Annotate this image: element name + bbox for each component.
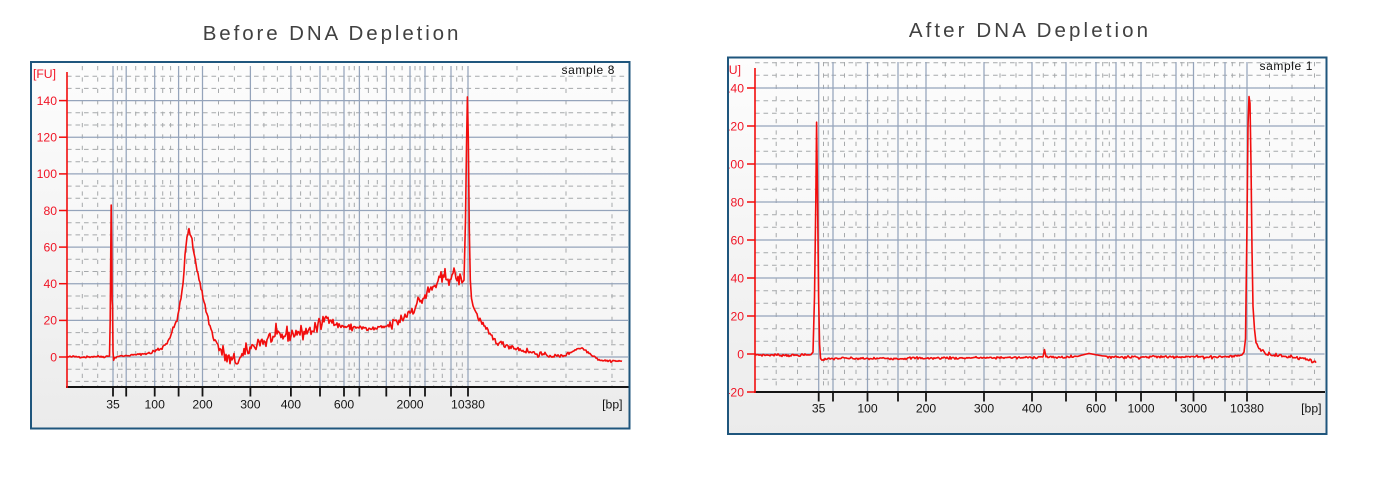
- svg-text:[FU]: [FU]: [33, 67, 56, 81]
- svg-text:20: 20: [730, 309, 744, 323]
- svg-text:600: 600: [334, 398, 355, 412]
- svg-text:0: 0: [50, 350, 57, 364]
- svg-text:100: 100: [724, 157, 745, 171]
- svg-text:sample 1: sample 1: [1260, 59, 1314, 73]
- svg-text:80: 80: [43, 204, 57, 218]
- svg-text:140: 140: [724, 81, 745, 95]
- svg-text:10380: 10380: [451, 398, 485, 412]
- svg-text:3000: 3000: [1180, 402, 1207, 416]
- svg-text:[FU]: [FU]: [718, 63, 741, 77]
- svg-text:Before DNA Depletion: Before DNA Depletion: [203, 22, 462, 45]
- svg-text:35: 35: [106, 398, 120, 412]
- svg-text:0: 0: [737, 347, 744, 361]
- svg-text:100: 100: [37, 167, 58, 181]
- svg-text:80: 80: [730, 195, 744, 209]
- svg-text:60: 60: [43, 240, 57, 254]
- svg-text:400: 400: [281, 398, 302, 412]
- svg-text:sample 8: sample 8: [562, 63, 616, 77]
- svg-text:60: 60: [730, 233, 744, 247]
- svg-text:-20: -20: [726, 385, 744, 399]
- svg-text:40: 40: [730, 271, 744, 285]
- svg-text:1000: 1000: [1127, 402, 1154, 416]
- svg-text:140: 140: [37, 94, 58, 108]
- svg-text:40: 40: [43, 277, 57, 291]
- svg-text:200: 200: [916, 402, 937, 416]
- svg-text:After DNA Depletion: After DNA Depletion: [909, 19, 1151, 42]
- svg-text:20: 20: [43, 314, 57, 328]
- svg-text:10380: 10380: [1230, 402, 1264, 416]
- svg-text:[bp]: [bp]: [1301, 402, 1321, 416]
- svg-text:300: 300: [240, 398, 261, 412]
- svg-text:100: 100: [145, 398, 166, 412]
- svg-text:35: 35: [812, 402, 826, 416]
- svg-text:400: 400: [1022, 402, 1043, 416]
- svg-text:120: 120: [724, 119, 745, 133]
- svg-text:[bp]: [bp]: [602, 398, 622, 412]
- svg-text:2000: 2000: [396, 398, 423, 412]
- svg-text:600: 600: [1086, 402, 1107, 416]
- svg-text:300: 300: [974, 402, 995, 416]
- svg-text:200: 200: [192, 398, 213, 412]
- svg-text:100: 100: [857, 402, 878, 416]
- svg-text:120: 120: [37, 131, 58, 145]
